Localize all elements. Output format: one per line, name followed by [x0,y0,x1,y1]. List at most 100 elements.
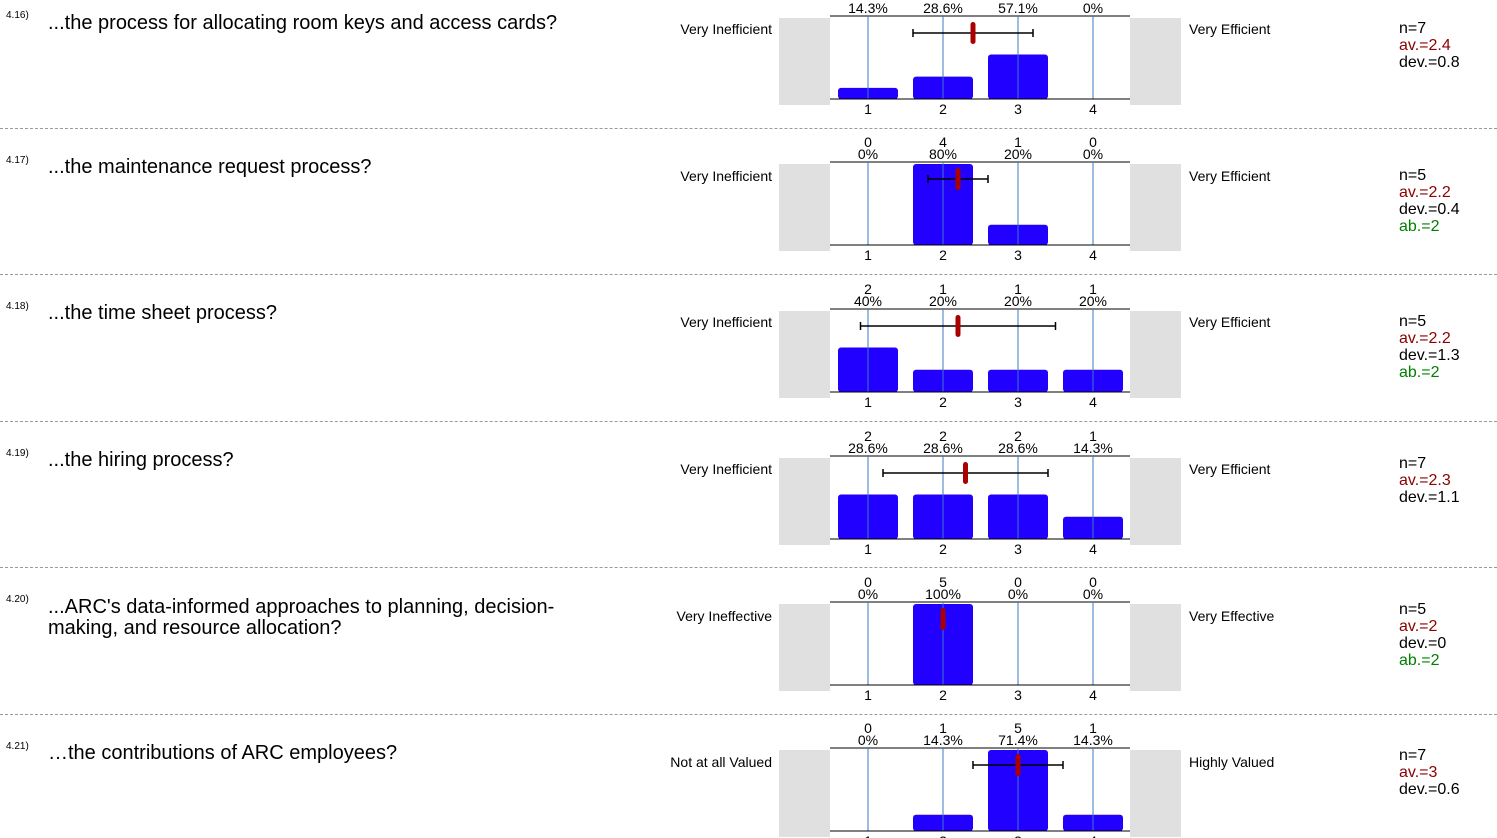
question-number: 4.20) [6,594,29,605]
question-text: ...the hiring process? [48,449,234,471]
percent-label: 20% [929,293,957,309]
stats-block: n=7 av.=2.4 dev.=0.8 [1399,20,1460,71]
stats-block: n=5 av.=2.2 dev.=0.4 ab.=2 [1399,167,1460,235]
mean-marker [1015,754,1021,776]
row-divider [0,714,1497,715]
stats-block: n=5 av.=2.2 dev.=1.3 ab.=2 [1399,313,1460,381]
stats-block: n=7 av.=2.3 dev.=1.1 [1399,455,1460,506]
stat-abstentions: ab.=2 [1399,652,1440,669]
stat-average: av.=3 [1399,764,1438,781]
count-label: 2 [1014,428,1022,444]
stat-abstentions: ab.=2 [1399,218,1440,235]
category-label: 3 [1014,687,1022,703]
percent-label: 0% [1083,0,1103,16]
scale-right-label: Very Efficient [1189,168,1271,184]
category-label: 4 [1089,101,1097,117]
percent-label: 57.1% [998,0,1038,16]
category-label: 2 [939,101,947,117]
count-label: 5 [1014,720,1022,736]
percent-label: 40% [854,293,882,309]
stat-n: n=7 [1399,747,1427,764]
left-gray-box [779,18,830,105]
distribution-chart: 1 2 3 4 0 1 5 1 0% 14.3% 71.4% 14.3% [830,720,1130,838]
stats-block: n=5 av.=2 dev.=0 ab.=2 [1399,601,1446,669]
question-number: 4.19) [6,448,29,459]
stat-n: n=5 [1399,313,1427,330]
category-label: 2 [939,541,947,557]
count-label: 2 [864,428,872,444]
stat-n: n=5 [1399,601,1427,618]
stat-average: av.=2.2 [1399,184,1451,201]
stat-average: av.=2.4 [1399,37,1451,54]
scale-right-label: Very Efficient [1189,21,1271,37]
scale-left-label: Very Ineffective [676,608,772,624]
scale-right-label: Very Effective [1189,608,1275,624]
count-label: 0 [864,134,872,150]
stat-deviation: dev.=0.8 [1399,54,1460,71]
stat-deviation: dev.=0.6 [1399,781,1460,798]
category-label: 2 [939,833,947,838]
left-gray-box [779,458,830,545]
left-gray-box [779,604,830,691]
distribution-chart: 1 2 3 4 2 1 1 1 40% 20% 20% 20% [830,281,1130,410]
percent-label: 20% [1004,146,1032,162]
count-label: 1 [1089,281,1097,297]
count-label: 0 [1014,574,1022,590]
left-gray-box [779,164,830,251]
category-label: 2 [939,394,947,410]
count-label: 0 [1089,574,1097,590]
right-gray-box [1130,164,1181,251]
percent-label: 71.4% [998,732,1038,748]
category-label: 4 [1089,541,1097,557]
category-label: 2 [939,687,947,703]
category-label: 3 [1014,541,1022,557]
stat-deviation: dev.=0 [1399,635,1447,652]
question-number: 4.18) [6,301,29,312]
scale-right-label: Highly Valued [1189,754,1275,770]
stats-block: n=7 av.=3 dev.=0.6 [1399,747,1460,798]
percent-label: 0% [1083,146,1103,162]
count-label: 1 [1014,281,1022,297]
right-gray-box [1130,18,1181,105]
count-label: 0 [1089,134,1097,150]
stat-n: n=7 [1399,455,1427,472]
category-label: 2 [939,247,947,263]
count-label: 4 [939,134,947,150]
percent-label: 100% [925,586,961,602]
stat-average: av.=2.3 [1399,472,1451,489]
distribution-chart: 1 2 3 4 14.3% 28.6% 57.1% 0% [830,0,1130,117]
question-text: ...the maintenance request process? [48,156,372,178]
count-label: 0 [864,720,872,736]
mean-marker [955,315,961,337]
question-number: 4.16) [6,10,29,21]
stat-n: n=5 [1399,167,1427,184]
row-divider [0,274,1497,275]
percent-label: 14.3% [1073,440,1113,456]
mean-marker [970,22,976,44]
category-label: 4 [1089,687,1097,703]
scale-right-label: Very Efficient [1189,461,1271,477]
question-text: ...the time sheet process? [48,302,278,324]
right-gray-box [1130,604,1181,691]
row-divider [0,567,1497,568]
question-text: ...the process for allocating room keys … [48,12,558,34]
stat-abstentions: ab.=2 [1399,364,1440,381]
percent-label: 14.3% [848,0,888,16]
category-label: 3 [1014,247,1022,263]
percent-label: 20% [1079,293,1107,309]
percent-label: 14.3% [923,732,963,748]
percent-label: 28.6% [923,440,963,456]
count-label: 2 [939,428,947,444]
stat-deviation: dev.=1.3 [1399,347,1460,364]
category-label: 1 [864,541,872,557]
question-number: 4.21) [6,741,29,752]
category-label: 1 [864,394,872,410]
right-gray-box [1130,750,1181,837]
category-label: 1 [864,687,872,703]
count-label: 1 [939,720,947,736]
count-label: 0 [864,574,872,590]
percent-label: 80% [929,146,957,162]
scale-left-label: Very Inefficient [680,461,772,477]
category-label: 4 [1089,247,1097,263]
scale-left-label: Very Inefficient [680,168,772,184]
